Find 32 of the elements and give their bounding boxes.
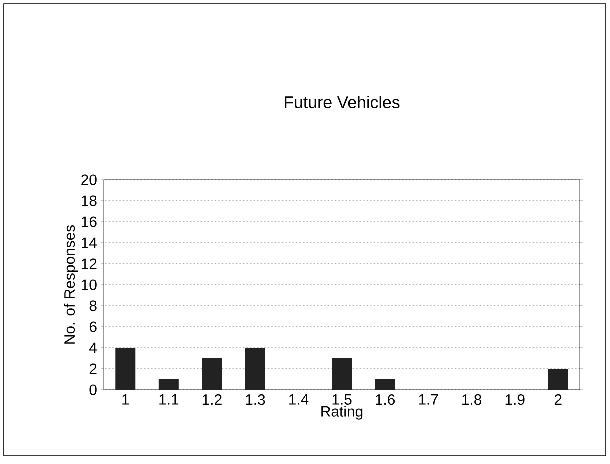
x-tick-label: 1.7 bbox=[419, 394, 438, 405]
y-tick-label: 8 bbox=[90, 300, 97, 312]
y-tick-label: 16 bbox=[82, 216, 97, 228]
bar bbox=[245, 348, 266, 390]
bar bbox=[332, 358, 352, 390]
x-tick-label: 1 bbox=[122, 394, 130, 405]
x-tick-label: 2 bbox=[554, 394, 562, 405]
x-tick-label: 1.4 bbox=[289, 394, 309, 405]
chart-title: Future Vehicles bbox=[285, 96, 400, 109]
x-tick-label: 1.2 bbox=[202, 394, 222, 405]
y-tick-label: 4 bbox=[90, 342, 98, 354]
y-tick-label: 18 bbox=[82, 196, 97, 206]
y-tick-label: 12 bbox=[82, 258, 97, 270]
y-tick-label: 6 bbox=[90, 322, 97, 332]
x-tick-label: 1.6 bbox=[376, 394, 396, 406]
x-tick-label: 1.8 bbox=[462, 394, 482, 406]
x-tick-label: 1.5 bbox=[332, 394, 352, 405]
y-tick-label: 14 bbox=[82, 238, 98, 248]
y-tick-label: 10 bbox=[82, 280, 97, 290]
bar bbox=[202, 358, 222, 390]
bar bbox=[158, 380, 179, 390]
x-tick-label: 1.9 bbox=[506, 394, 525, 406]
y-tick-label: 2 bbox=[90, 364, 97, 374]
y-axis-title: No. of Responses bbox=[64, 225, 78, 344]
y-tick-label: 0 bbox=[90, 384, 97, 396]
bar bbox=[375, 380, 396, 390]
y-tick-label: 20 bbox=[82, 174, 97, 186]
bar bbox=[116, 348, 136, 390]
x-tick-label: 1.1 bbox=[160, 394, 179, 405]
x-axis-title: Rating bbox=[322, 406, 363, 420]
x-tick-label: 1.3 bbox=[246, 394, 266, 406]
bar bbox=[548, 369, 568, 390]
